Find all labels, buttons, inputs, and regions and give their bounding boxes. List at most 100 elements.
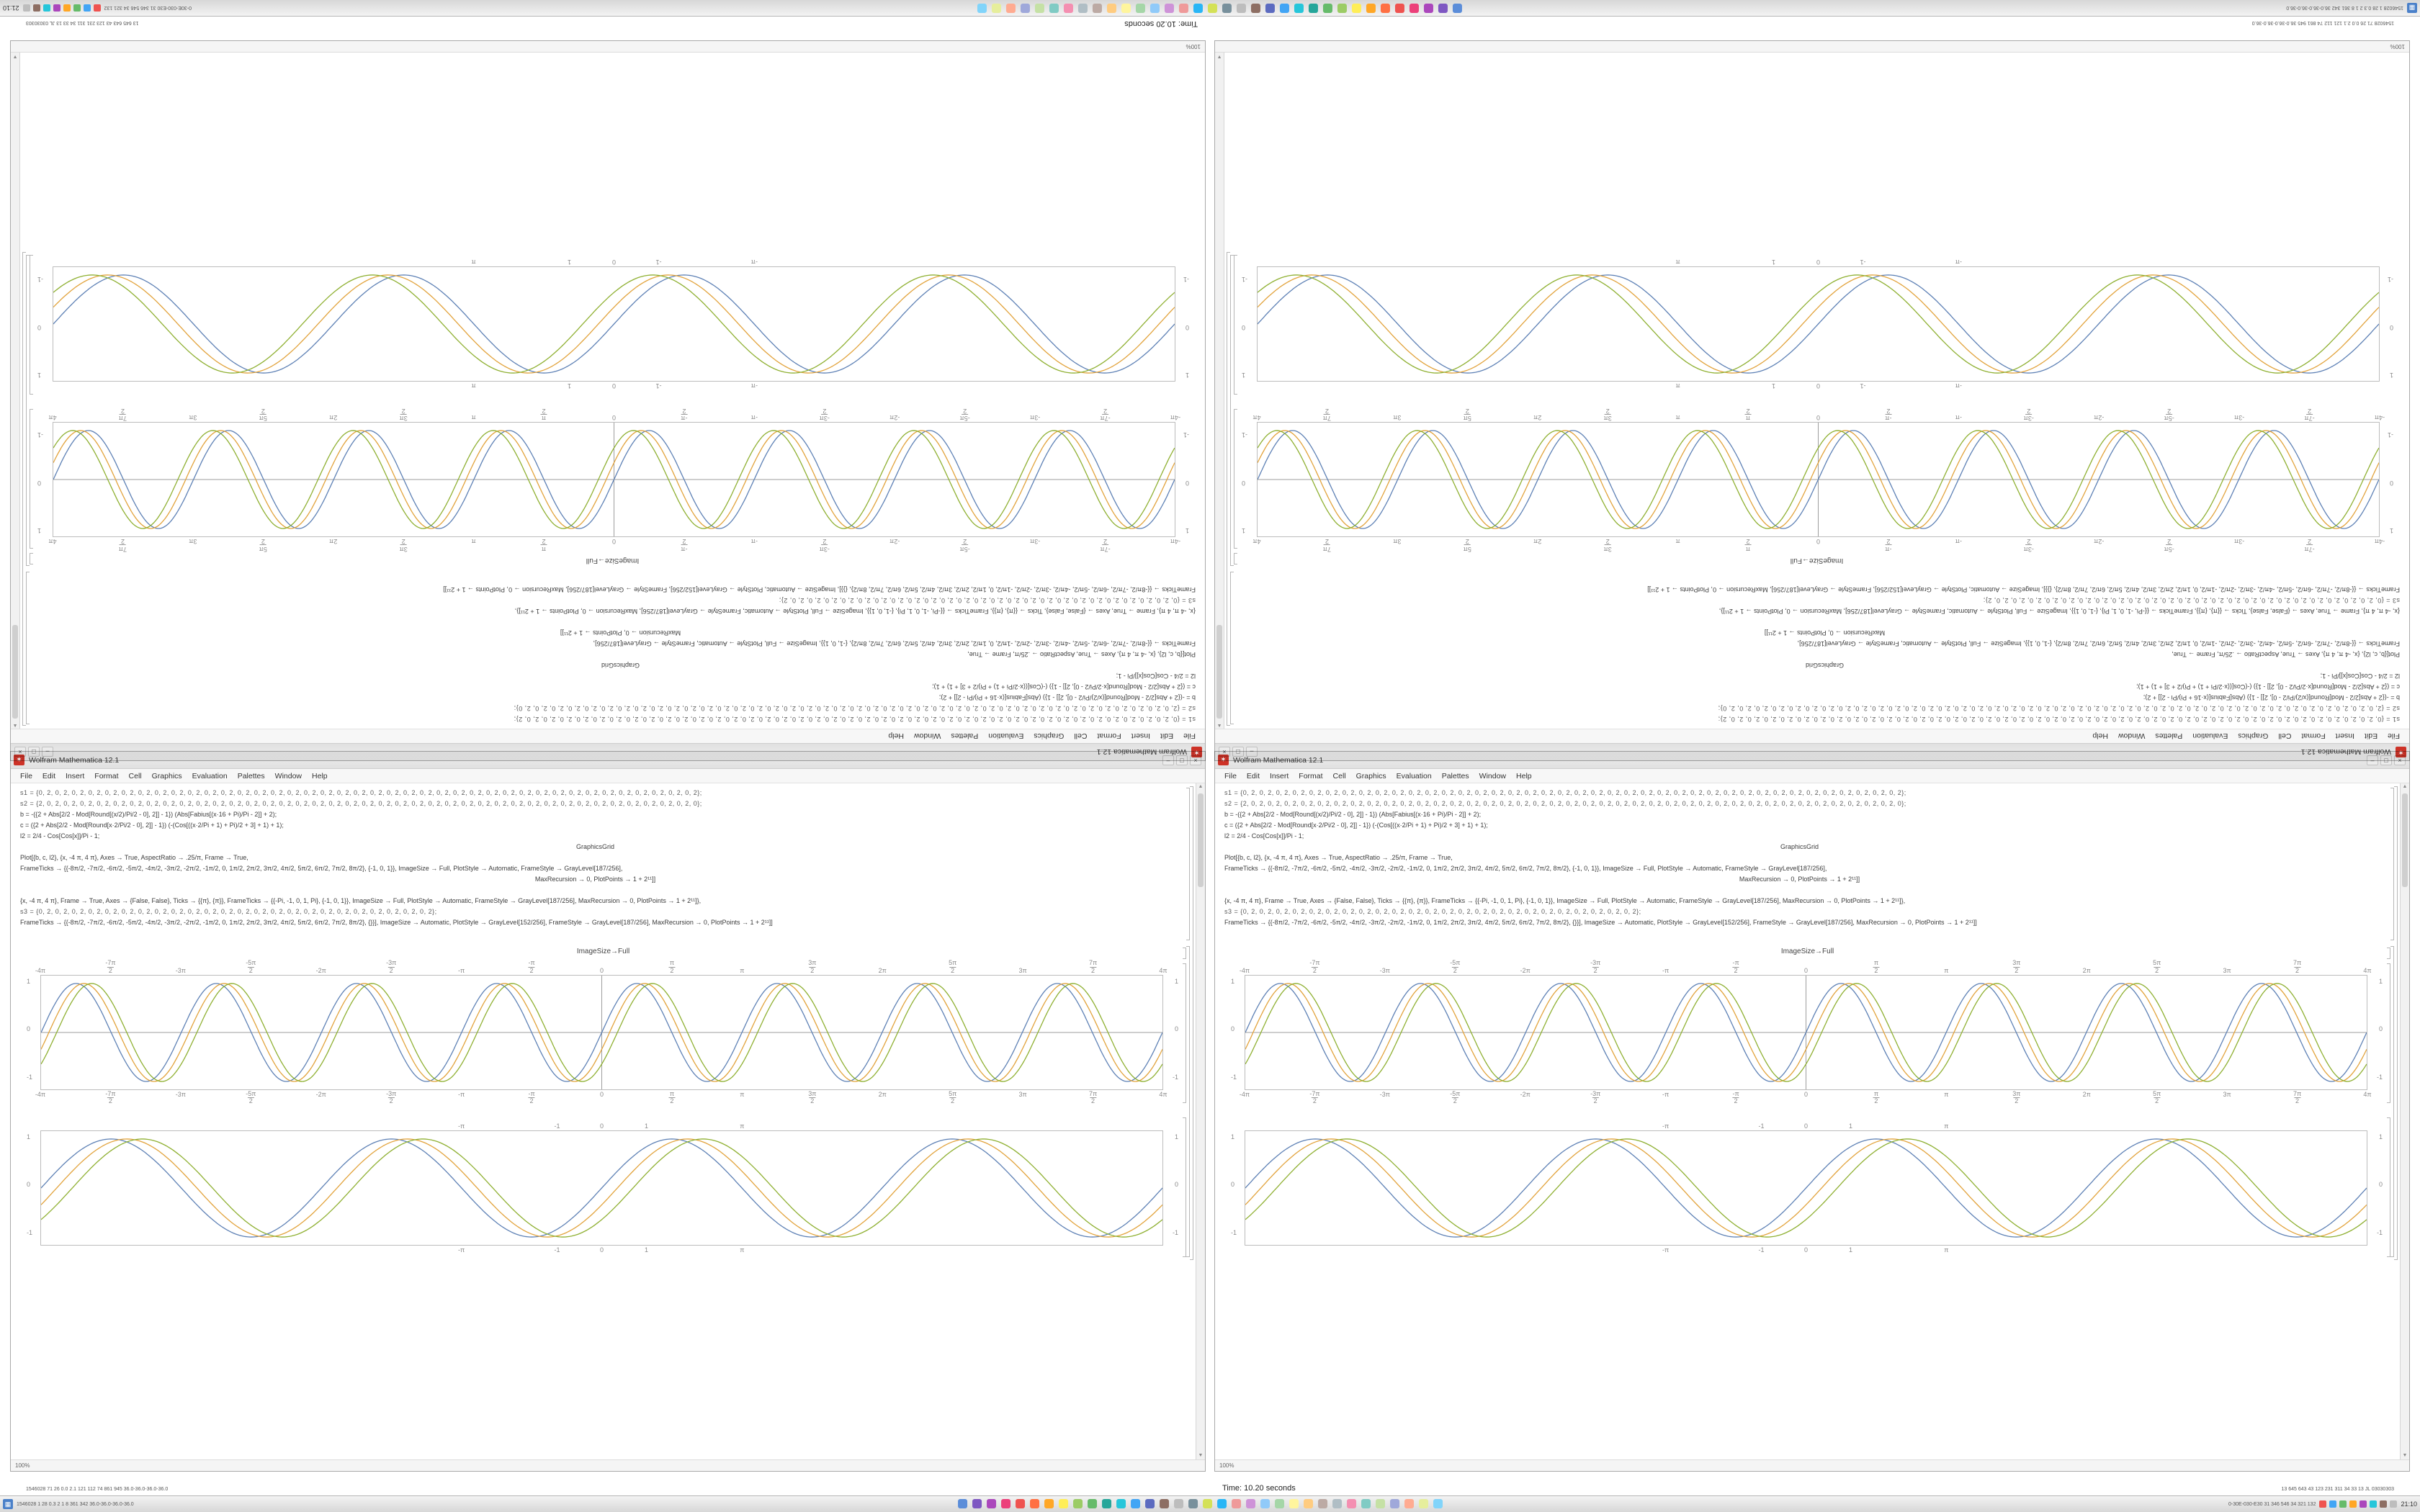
code-line[interactable]: s1 = {0, 2, 0, 2, 0, 2, 0, 2, 0, 2, 0, 2… [20,789,702,796]
tray-icon-4[interactable] [2349,1500,2357,1508]
code-line[interactable]: Plot[{b, c, l2}, {x, -4 π, 4 π}, Axes → … [1224,854,1453,861]
taskbar-app-icon-2[interactable] [972,1499,982,1508]
taskbar-app-icon-24[interactable] [1289,1499,1299,1508]
scrollbar-thumb[interactable] [1198,793,1204,887]
minimize-button[interactable]: – [2367,755,2378,765]
code-line[interactable] [1224,885,2375,896]
taskbar-app-icon-1[interactable] [958,1499,968,1508]
menu-item-edit[interactable]: Edit [1246,771,1260,780]
menu-item-format[interactable]: Format [1299,771,1323,780]
scroll-down-arrow-icon[interactable]: ▼ [1198,1453,1204,1458]
code-line[interactable]: b = -({2 + Abs[2/2 - Mod[Round[(x/2)/Pi/… [20,811,277,818]
menu-item-edit[interactable]: Edit [42,771,56,780]
taskbar-app-icon-25[interactable] [1304,1499,1314,1508]
tray-icon-5[interactable] [2360,1500,2367,1508]
menu-item-insert[interactable]: Insert [1270,771,1289,780]
taskbar-app-icon-27[interactable] [1332,1499,1343,1508]
menu-item-insert[interactable]: Insert [66,771,85,780]
notebook-content[interactable]: s1 = {0, 2, 0, 2, 0, 2, 0, 2, 0, 2, 0, 2… [12,783,1195,1459]
taskbar-app-icon-22[interactable] [1260,1499,1270,1508]
taskbar-app-icon-8[interactable] [1059,1499,1069,1508]
taskbar-app-icon-13[interactable] [1131,1499,1141,1508]
minimize-button[interactable]: – [1162,755,1174,765]
code-line[interactable]: c = ({2 + Abs[2/2 - Mod[Round[x·2/Pi/2 -… [20,822,284,829]
taskbar-app-icon-5[interactable] [1016,1499,1026,1508]
taskbar-app-icon-10[interactable] [1088,1499,1098,1508]
close-button[interactable]: × [2394,755,2406,765]
code-line[interactable]: FrameTicks → {{-8π/2, -7π/2, -6π/2, -5π/… [20,919,773,926]
menu-item-palettes[interactable]: Palettes [237,771,265,780]
menu-item-graphics[interactable]: Graphics [151,771,182,780]
taskbar-app-icon-4[interactable] [1001,1499,1011,1508]
scrollbar-thumb[interactable] [2402,793,2408,887]
scroll-down-arrow-icon[interactable]: ▼ [2402,1453,2408,1458]
code-line[interactable]: c = ({2 + Abs[2/2 - Mod[Round[x·2/Pi/2 -… [1224,822,1488,829]
code-line[interactable]: s3 = {0, 2, 0, 2, 0, 2, 0, 2, 0, 2, 0, 2… [20,908,437,915]
cell-bracket-output-group[interactable] [2390,946,2394,1257]
taskbar-app-icon-23[interactable] [1275,1499,1285,1508]
taskbar-clock[interactable]: 21:10 [2401,1500,2417,1508]
cell-bracket-output-group[interactable] [1186,946,1190,1257]
code-line[interactable]: GraphicsGrid [1780,843,1819,850]
scroll-up-arrow-icon[interactable]: ▲ [2402,784,2408,789]
tray-icon-1[interactable] [2319,1500,2327,1508]
menu-item-help[interactable]: Help [312,771,328,780]
taskbar-app-icon-30[interactable] [1376,1499,1386,1508]
menu-item-palettes[interactable]: Palettes [1441,771,1469,780]
code-line[interactable]: {x, -4 π, 4 π}, Frame → True, Axes → {Fa… [20,897,702,904]
code-line[interactable] [20,885,1170,896]
vertical-scrollbar[interactable]: ▲ ▼ [2400,783,2409,1459]
menu-item-evaluation[interactable]: Evaluation [1396,771,1432,780]
code-line[interactable]: MaxRecursion → 0, PlotPoints → 1 + 2¹¹]] [534,876,656,883]
code-line[interactable]: FrameTicks → {{-8π/2, -7π/2, -6π/2, -5π/… [20,865,623,872]
cell-bracket-code[interactable] [1186,788,1190,940]
vertical-scrollbar[interactable]: ▲ ▼ [1196,783,1205,1459]
menu-item-graphics[interactable]: Graphics [1355,771,1386,780]
cell-bracket-plot-b[interactable] [1183,1117,1186,1257]
taskbar-app-icon-11[interactable] [1102,1499,1112,1508]
taskbar-app-icon-6[interactable] [1030,1499,1040,1508]
cell-bracket-outer[interactable] [1190,786,1193,1260]
taskbar-app-icon-32[interactable] [1404,1499,1415,1508]
cell-bracket-plot-b[interactable] [2387,1117,2390,1257]
menu-item-cell[interactable]: Cell [128,771,142,780]
taskbar-app-icon-7[interactable] [1044,1499,1054,1508]
tray-icon-8[interactable] [2390,1500,2398,1508]
code-line[interactable]: l2 = 2/4 - Cos[Cos[x]]/Pi - 1; [1224,832,1304,840]
taskbar-app-icon-9[interactable] [1073,1499,1083,1508]
taskbar-app-icon-21[interactable] [1246,1499,1256,1508]
menu-item-format[interactable]: Format [94,771,119,780]
maximize-button[interactable]: □ [1176,755,1188,765]
code-line[interactable]: Plot[{b, c, l2}, {x, -4 π, 4 π}, Axes → … [20,854,248,861]
code-line[interactable]: MaxRecursion → 0, PlotPoints → 1 + 2¹¹]] [1739,876,1860,883]
taskbar-app-icon-26[interactable] [1318,1499,1328,1508]
taskbar-app-icon-19[interactable] [1217,1499,1227,1508]
close-button[interactable]: × [1190,755,1201,765]
maximize-button[interactable]: □ [2380,755,2392,765]
taskbar-app-icon-16[interactable] [1174,1499,1184,1508]
cell-bracket-code[interactable] [2390,788,2394,940]
menu-item-evaluation[interactable]: Evaluation [192,771,228,780]
menu-item-cell[interactable]: Cell [1332,771,1346,780]
taskbar-app-icon-3[interactable] [987,1499,997,1508]
menu-item-help[interactable]: Help [1516,771,1532,780]
code-line[interactable]: s3 = {0, 2, 0, 2, 0, 2, 0, 2, 0, 2, 0, 2… [1224,908,1641,915]
cell-bracket-plot-a[interactable] [1183,963,1186,1103]
window-titlebar[interactable]: ✶ Wolfram Mathematica 12.1 – □ × [11,752,1205,769]
window-titlebar[interactable]: ✶ Wolfram Mathematica 12.1 – □ × [1215,752,2409,769]
tray-icon-7[interactable] [2380,1500,2388,1508]
code-line[interactable]: GraphicsGrid [575,843,614,850]
code-line[interactable]: s2 = {2, 0, 2, 0, 2, 0, 2, 0, 2, 0, 2, 0… [1224,800,1906,807]
code-line[interactable]: FrameTicks → {{-8π/2, -7π/2, -6π/2, -5π/… [1224,919,1977,926]
menu-item-window[interactable]: Window [1479,771,1507,780]
taskbar-app-icon-17[interactable] [1188,1499,1198,1508]
code-line[interactable]: s1 = {0, 2, 0, 2, 0, 2, 0, 2, 0, 2, 0, 2… [1224,789,1906,796]
menu-item-window[interactable]: Window [274,771,302,780]
mathematica-window-right[interactable]: ✶ Wolfram Mathematica 12.1 – □ × File Edi… [1214,751,2410,1472]
cell-bracket-caption[interactable] [2387,948,2390,959]
code-line[interactable]: s2 = {2, 0, 2, 0, 2, 0, 2, 0, 2, 0, 2, 0… [20,800,702,807]
code-line[interactable]: FrameTicks → {{-8π/2, -7π/2, -6π/2, -5π/… [1224,865,1827,872]
taskbar-app-icon-33[interactable] [1419,1499,1429,1508]
taskbar-app-icon-15[interactable] [1160,1499,1170,1508]
code-line[interactable]: {x, -4 π, 4 π}, Frame → True, Axes → {Fa… [1224,897,1906,904]
